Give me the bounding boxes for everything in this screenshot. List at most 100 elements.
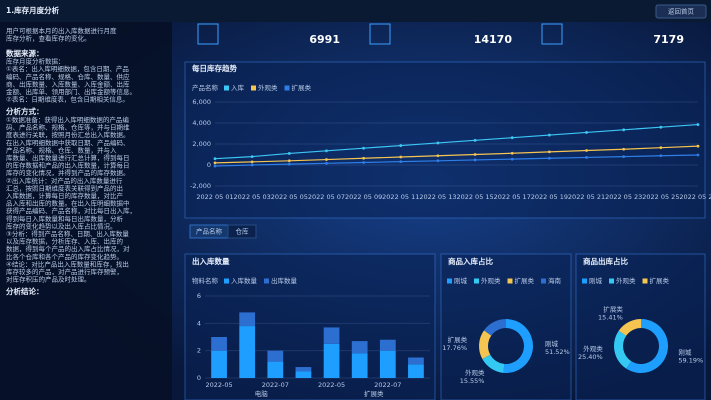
note-line: 库存月度分析数据： xyxy=(6,57,65,66)
legend-swatch xyxy=(264,278,269,284)
pie-slice xyxy=(483,319,506,336)
legend-title: 产品名称 xyxy=(192,83,219,92)
note-line: 以及库存数据，分析库存、入库、出库的 xyxy=(6,237,124,246)
bar xyxy=(211,350,227,378)
y-tick-label: 0 xyxy=(207,161,211,169)
point xyxy=(287,152,291,155)
legend-label: 外观类 xyxy=(481,276,501,285)
legend-swatch xyxy=(507,278,513,284)
point xyxy=(473,158,477,162)
note-line: 用户可根据本月的出入库数据进行月度 xyxy=(6,26,117,35)
kpi-value: 7179 xyxy=(653,33,684,46)
x-tick-label: 2022 05 13 xyxy=(419,193,456,201)
notes-panel xyxy=(0,22,172,400)
bar xyxy=(323,327,340,344)
note-line: 金额、出库单、领用部门、出库金额等信息。 xyxy=(6,87,136,96)
note-heading: 分析方式： xyxy=(6,106,44,116)
x-tick-label: 2022-05 xyxy=(318,381,345,389)
home-button[interactable] xyxy=(655,4,707,19)
y-tick-label: -2,000 xyxy=(190,182,211,190)
slice-name: 外观类 xyxy=(583,344,603,353)
x-tick-label: 2022 05 21 xyxy=(568,193,605,201)
note-line: 库存的变化趋势以及出入库占比情况。 xyxy=(6,221,117,230)
legend-title: 物料名称 xyxy=(192,276,219,285)
note-line: 得到每日入库数量和每日出库数量，分析 xyxy=(6,214,124,223)
point xyxy=(250,155,254,159)
note-line: ①表名：出入库明细数据，包含日期、产品 xyxy=(6,64,129,73)
tab-label[interactable]: 产品名称 xyxy=(196,227,223,236)
point xyxy=(510,157,514,161)
note-line: 品入库和出库的数量。在出入库明细数据中 xyxy=(6,199,130,208)
slice-name: 刚城 xyxy=(545,339,559,348)
note-line: ②表名：日期维度表，包含日期相关信息。 xyxy=(6,95,129,104)
trend-panel xyxy=(184,61,706,219)
point xyxy=(547,156,551,160)
point xyxy=(250,163,254,167)
legend-swatch xyxy=(284,85,290,91)
point xyxy=(622,128,626,132)
x-tick-label: 2022 05 03 xyxy=(234,193,271,201)
y-tick-label: 2,000 xyxy=(192,140,211,148)
legend-label: 刚城 xyxy=(589,276,603,285)
bar xyxy=(408,357,424,365)
point xyxy=(325,158,328,161)
point xyxy=(547,150,551,154)
slice-name: 扩展类 xyxy=(448,335,468,344)
point xyxy=(622,147,626,151)
point xyxy=(213,157,217,161)
point xyxy=(696,123,700,126)
point xyxy=(473,153,477,156)
point xyxy=(510,136,514,140)
note-line: 获得产品编码、产品名称，对比每日出入库， xyxy=(6,206,136,215)
point xyxy=(510,151,514,155)
home-button-label[interactable]: 返回首页 xyxy=(668,7,695,16)
x-tick-label: 2022 05 07 xyxy=(308,193,345,201)
bar xyxy=(239,326,256,378)
note-line: 比各个仓库和各个产品的库存变化趋势。 xyxy=(6,252,123,261)
bar xyxy=(323,343,340,378)
x-tick-label: 2022-07 xyxy=(262,381,289,389)
note-line: 库存的变化情况，并得到产品的库存数据。 xyxy=(6,168,130,177)
x-tick-label: 2022 05 25 xyxy=(642,193,679,201)
bar xyxy=(408,364,424,378)
x-tick-label: 2022 05 09 xyxy=(345,193,382,201)
legend-label: 扩展类 xyxy=(650,276,670,285)
point xyxy=(325,161,328,165)
line xyxy=(214,123,699,160)
tab-label[interactable]: 仓库 xyxy=(236,227,250,236)
kpi-icon xyxy=(541,23,563,45)
note-line: 编码、产品名称、规格、仓库、数量、供应 xyxy=(6,72,130,81)
legend-label: 外观类 xyxy=(616,276,636,285)
bar xyxy=(351,353,368,378)
point xyxy=(436,154,440,158)
y-tick-label: 2 xyxy=(197,347,201,355)
tab[interactable] xyxy=(227,224,257,239)
legend-swatch xyxy=(642,278,648,284)
point xyxy=(659,154,663,158)
note-line: 对库存积压的产品及时处理。 xyxy=(6,275,91,284)
point xyxy=(659,146,663,150)
note-line: 在出入库明细数据中获取日期、产品编码、 xyxy=(6,138,130,147)
note-line: 库存分析，查看库存的变化。 xyxy=(6,34,91,43)
point xyxy=(213,161,217,165)
y-tick-label: 6,000 xyxy=(192,98,211,106)
bar xyxy=(239,312,256,327)
legend-swatch xyxy=(541,278,546,284)
note-line: 商、出库数量、入库数量、入库金额、出库 xyxy=(6,79,130,88)
line xyxy=(214,154,699,167)
point xyxy=(250,160,254,164)
note-line: ②出入库统计：对产品的出入库数量进行 xyxy=(6,176,123,185)
note-line: 库存较多的产品，对产品进行库存预警， xyxy=(6,267,123,276)
x-tick-label: 2022 05 17 xyxy=(494,193,531,201)
point xyxy=(399,144,403,147)
slice-name: 刚城 xyxy=(678,348,692,357)
legend-label: 海南 xyxy=(548,276,562,285)
pie-slice xyxy=(482,354,505,373)
note-line: 码、产品名称、规格、仓库等，并与日期维 xyxy=(6,123,130,132)
chart-title: 每日库存趋势 xyxy=(192,63,237,73)
point xyxy=(362,146,366,150)
point xyxy=(399,160,403,164)
note-line: 度表进行关联，按照月份汇总出入库数据。 xyxy=(6,130,130,139)
chart-title: 商品入库占比 xyxy=(448,256,493,266)
